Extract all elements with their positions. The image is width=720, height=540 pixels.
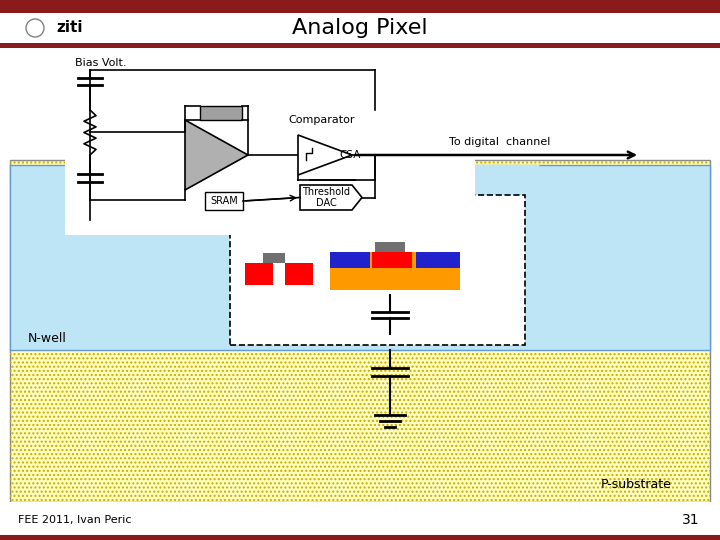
Bar <box>0 0 720 13</box>
Text: Analog Pixel: Analog Pixel <box>292 18 428 38</box>
Text: To digital  channel: To digital channel <box>449 137 551 147</box>
Bar <box>375 242 405 252</box>
Text: Threshold
DAC: Threshold DAC <box>302 187 350 208</box>
Bar <box>0 43 720 48</box>
Bar <box>263 253 285 263</box>
Text: Bias Volt.: Bias Volt. <box>75 58 127 68</box>
Bar <box>330 252 370 268</box>
Polygon shape <box>300 185 362 210</box>
Bar <box>230 195 525 345</box>
Text: CSA: CSA <box>340 150 361 160</box>
Bar <box>10 160 710 502</box>
Text: ziti: ziti <box>57 21 84 36</box>
Bar <box>416 252 460 268</box>
Polygon shape <box>65 165 540 235</box>
Bar <box>285 263 313 285</box>
Bar <box>10 165 710 350</box>
Text: SRAM: SRAM <box>210 196 238 206</box>
Bar <box>0 13 720 43</box>
Bar <box>330 252 460 290</box>
Text: P-substrate: P-substrate <box>601 477 672 490</box>
Bar <box>0 535 720 540</box>
Bar <box>10 160 710 502</box>
Bar <box>0 502 720 535</box>
Bar <box>245 263 273 285</box>
Bar <box>205 192 243 210</box>
Bar <box>200 106 242 120</box>
Text: 31: 31 <box>683 513 700 527</box>
Polygon shape <box>298 135 352 175</box>
Text: FEE 2011, Ivan Peric: FEE 2011, Ivan Peric <box>18 515 132 525</box>
Text: N-well: N-well <box>28 332 67 345</box>
Bar <box>65 50 475 235</box>
Polygon shape <box>185 120 248 190</box>
Text: Comparator: Comparator <box>289 115 355 125</box>
Bar <box>372 252 412 268</box>
